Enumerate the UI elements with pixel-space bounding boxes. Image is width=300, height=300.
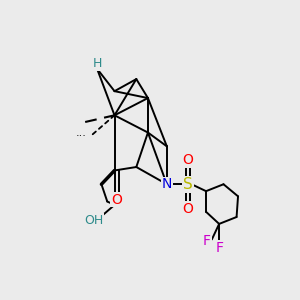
Text: S: S bbox=[183, 177, 193, 192]
Text: H: H bbox=[92, 57, 102, 70]
Text: O: O bbox=[183, 153, 194, 167]
Text: F: F bbox=[203, 234, 211, 248]
Text: N: N bbox=[162, 177, 172, 191]
Text: OH: OH bbox=[85, 214, 104, 227]
Text: F: F bbox=[215, 241, 223, 255]
Text: O: O bbox=[183, 202, 194, 216]
Text: O: O bbox=[111, 193, 122, 207]
Text: ...: ... bbox=[76, 128, 86, 137]
